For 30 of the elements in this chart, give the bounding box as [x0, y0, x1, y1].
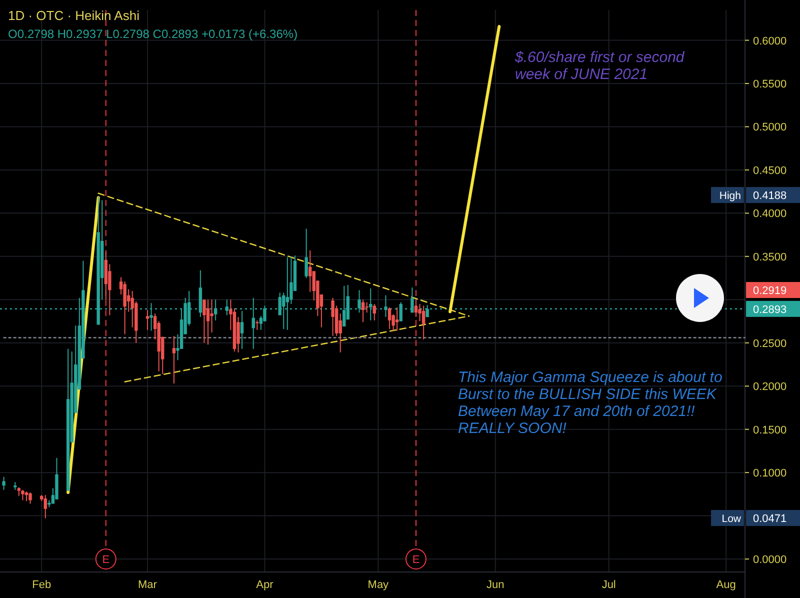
y-tick-label: 0.4000 — [753, 208, 787, 220]
annotation: $.60/share first or second week of JUNE 2021 — [514, 49, 685, 83]
x-tick-label: Jun — [486, 579, 504, 591]
y-tick-label: 0.2000 — [753, 381, 787, 394]
annotation: This Major Gamma Squeeze is about to Burst to the BULLISH SIDE this WEEK Between May 17 and 20th of 2021!! REALLY SOON! — [458, 369, 722, 437]
ref-line-label: E — [102, 554, 110, 566]
x-tick-label: Aug — [716, 579, 736, 591]
text: 0.2919 — [753, 285, 787, 297]
y-tick-label: 0.4500 — [753, 164, 787, 177]
y-tick-label: 0.5500 — [753, 78, 787, 90]
text: O0.2798 H0.2937 L0.2798 C0.2893 +0.0173 (+6.36%) — [8, 27, 298, 41]
ref-line-label: 0.2893 — [753, 304, 787, 316]
annotation: Low — [722, 513, 742, 525]
ref-line-label: E — [412, 554, 420, 566]
y-tick-label: 0.5000 — [753, 122, 787, 134]
y-tick-label: 0.2500 — [753, 338, 787, 350]
chart-title: 1D · OTC · Heikin Ashi — [8, 8, 140, 23]
x-tick-label: Apr — [256, 579, 274, 591]
y-tick-label: 0.6000 — [753, 35, 787, 48]
x-tick-label: Jul — [602, 579, 616, 591]
annotation: High — [719, 190, 742, 202]
x-tick-label: Feb — [32, 579, 52, 591]
y-tick-label: 0.1000 — [753, 468, 787, 480]
x-tick-label: Mar — [138, 579, 158, 591]
y-tick-label: 0.0000 — [753, 554, 787, 566]
text: 0.0471 — [753, 513, 787, 525]
y-tick-label: 0.3500 — [753, 251, 787, 264]
x-tick-label: May — [368, 579, 390, 591]
text: 0.4188 — [753, 190, 787, 202]
y-tick-label: 0.1500 — [753, 424, 787, 436]
